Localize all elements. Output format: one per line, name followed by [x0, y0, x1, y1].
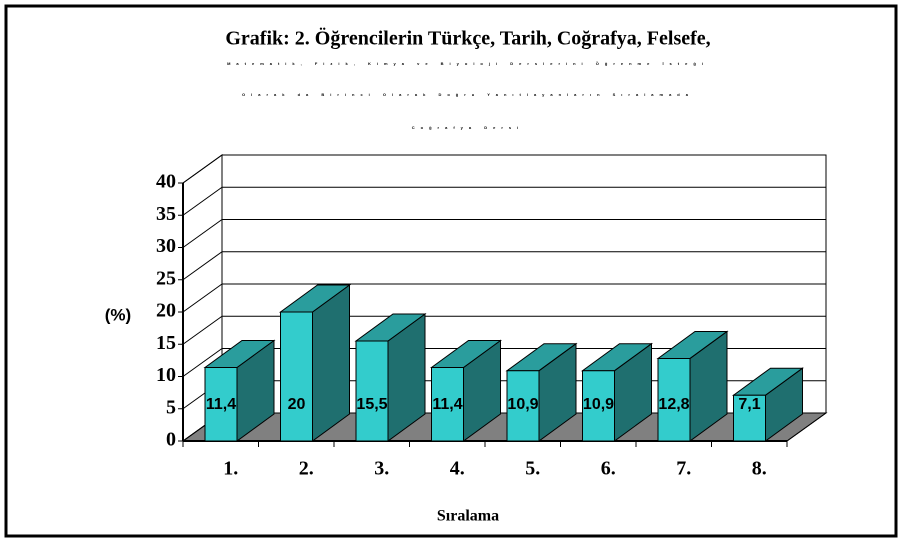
data-label: 10,9 [507, 396, 538, 413]
data-label: 11,4 [206, 396, 236, 413]
x-tick-label: 3. [374, 458, 389, 480]
x-tick-label: 7. [676, 458, 691, 480]
y-tick-label: 25 [156, 267, 176, 289]
x-tick-label: 2. [299, 458, 314, 480]
subtitle: Coğrafya Dersi [412, 125, 524, 130]
bar-front [582, 370, 615, 442]
grid-line [182, 251, 223, 281]
grid-line [182, 219, 223, 248]
y-axis-label: (%) [105, 305, 131, 324]
floor-edge [786, 412, 827, 442]
y-tick-label: 10 [156, 364, 176, 386]
data-label: 20 [288, 396, 306, 413]
data-label: 7,1 [738, 396, 760, 413]
data-label: 15,5 [356, 396, 387, 413]
bar [278, 284, 352, 442]
grid-line [182, 154, 223, 184]
grid-line [182, 186, 223, 216]
x-tick-label: 8. [752, 458, 767, 480]
y-tick-label: 15 [156, 332, 176, 354]
grid-line [182, 348, 223, 377]
chart-title: Grafik: 2. Öğrencilerin Türkçe, Tarih, C… [225, 27, 710, 50]
data-label: 12,8 [658, 396, 689, 413]
floor [181, 412, 828, 442]
x-tick-label: 6. [601, 458, 616, 480]
y-tick-label: 20 [156, 300, 176, 322]
y-tick-label: 30 [156, 235, 176, 257]
y-tick-label: 5 [166, 396, 176, 418]
bar [354, 313, 427, 442]
bar-front [204, 366, 238, 442]
bar-front [733, 394, 766, 442]
data-label: 10,9 [583, 396, 614, 413]
x-tick-label: 5. [525, 458, 540, 480]
x-tick-label: 1. [223, 458, 238, 480]
subtitle: Olarak da Birinci Olarak Doğru Yanıtlaya… [242, 92, 694, 97]
bar-front [355, 340, 389, 442]
grid-line [182, 315, 223, 345]
subtitle: Matematik, Fizik, Kimya ve Biyoloji Ders… [227, 61, 709, 66]
bar [731, 367, 805, 442]
bar-front [431, 366, 464, 442]
bar [505, 342, 578, 442]
frame [4, 4, 898, 538]
bar [203, 339, 276, 442]
y-tick-label: 40 [156, 171, 176, 193]
bar-front [280, 311, 313, 442]
data-label: 11,4 [432, 396, 462, 413]
y-tick-label: 0 [166, 429, 176, 451]
y-tick-label: 35 [156, 203, 176, 225]
bar [429, 339, 503, 442]
x-tick-label: 4. [450, 458, 465, 480]
bar [656, 330, 729, 442]
bar [580, 342, 654, 442]
grid-line [182, 283, 223, 313]
x-axis-label: Sıralama [437, 508, 499, 525]
bar-front [657, 357, 691, 442]
bar-front [506, 370, 540, 442]
